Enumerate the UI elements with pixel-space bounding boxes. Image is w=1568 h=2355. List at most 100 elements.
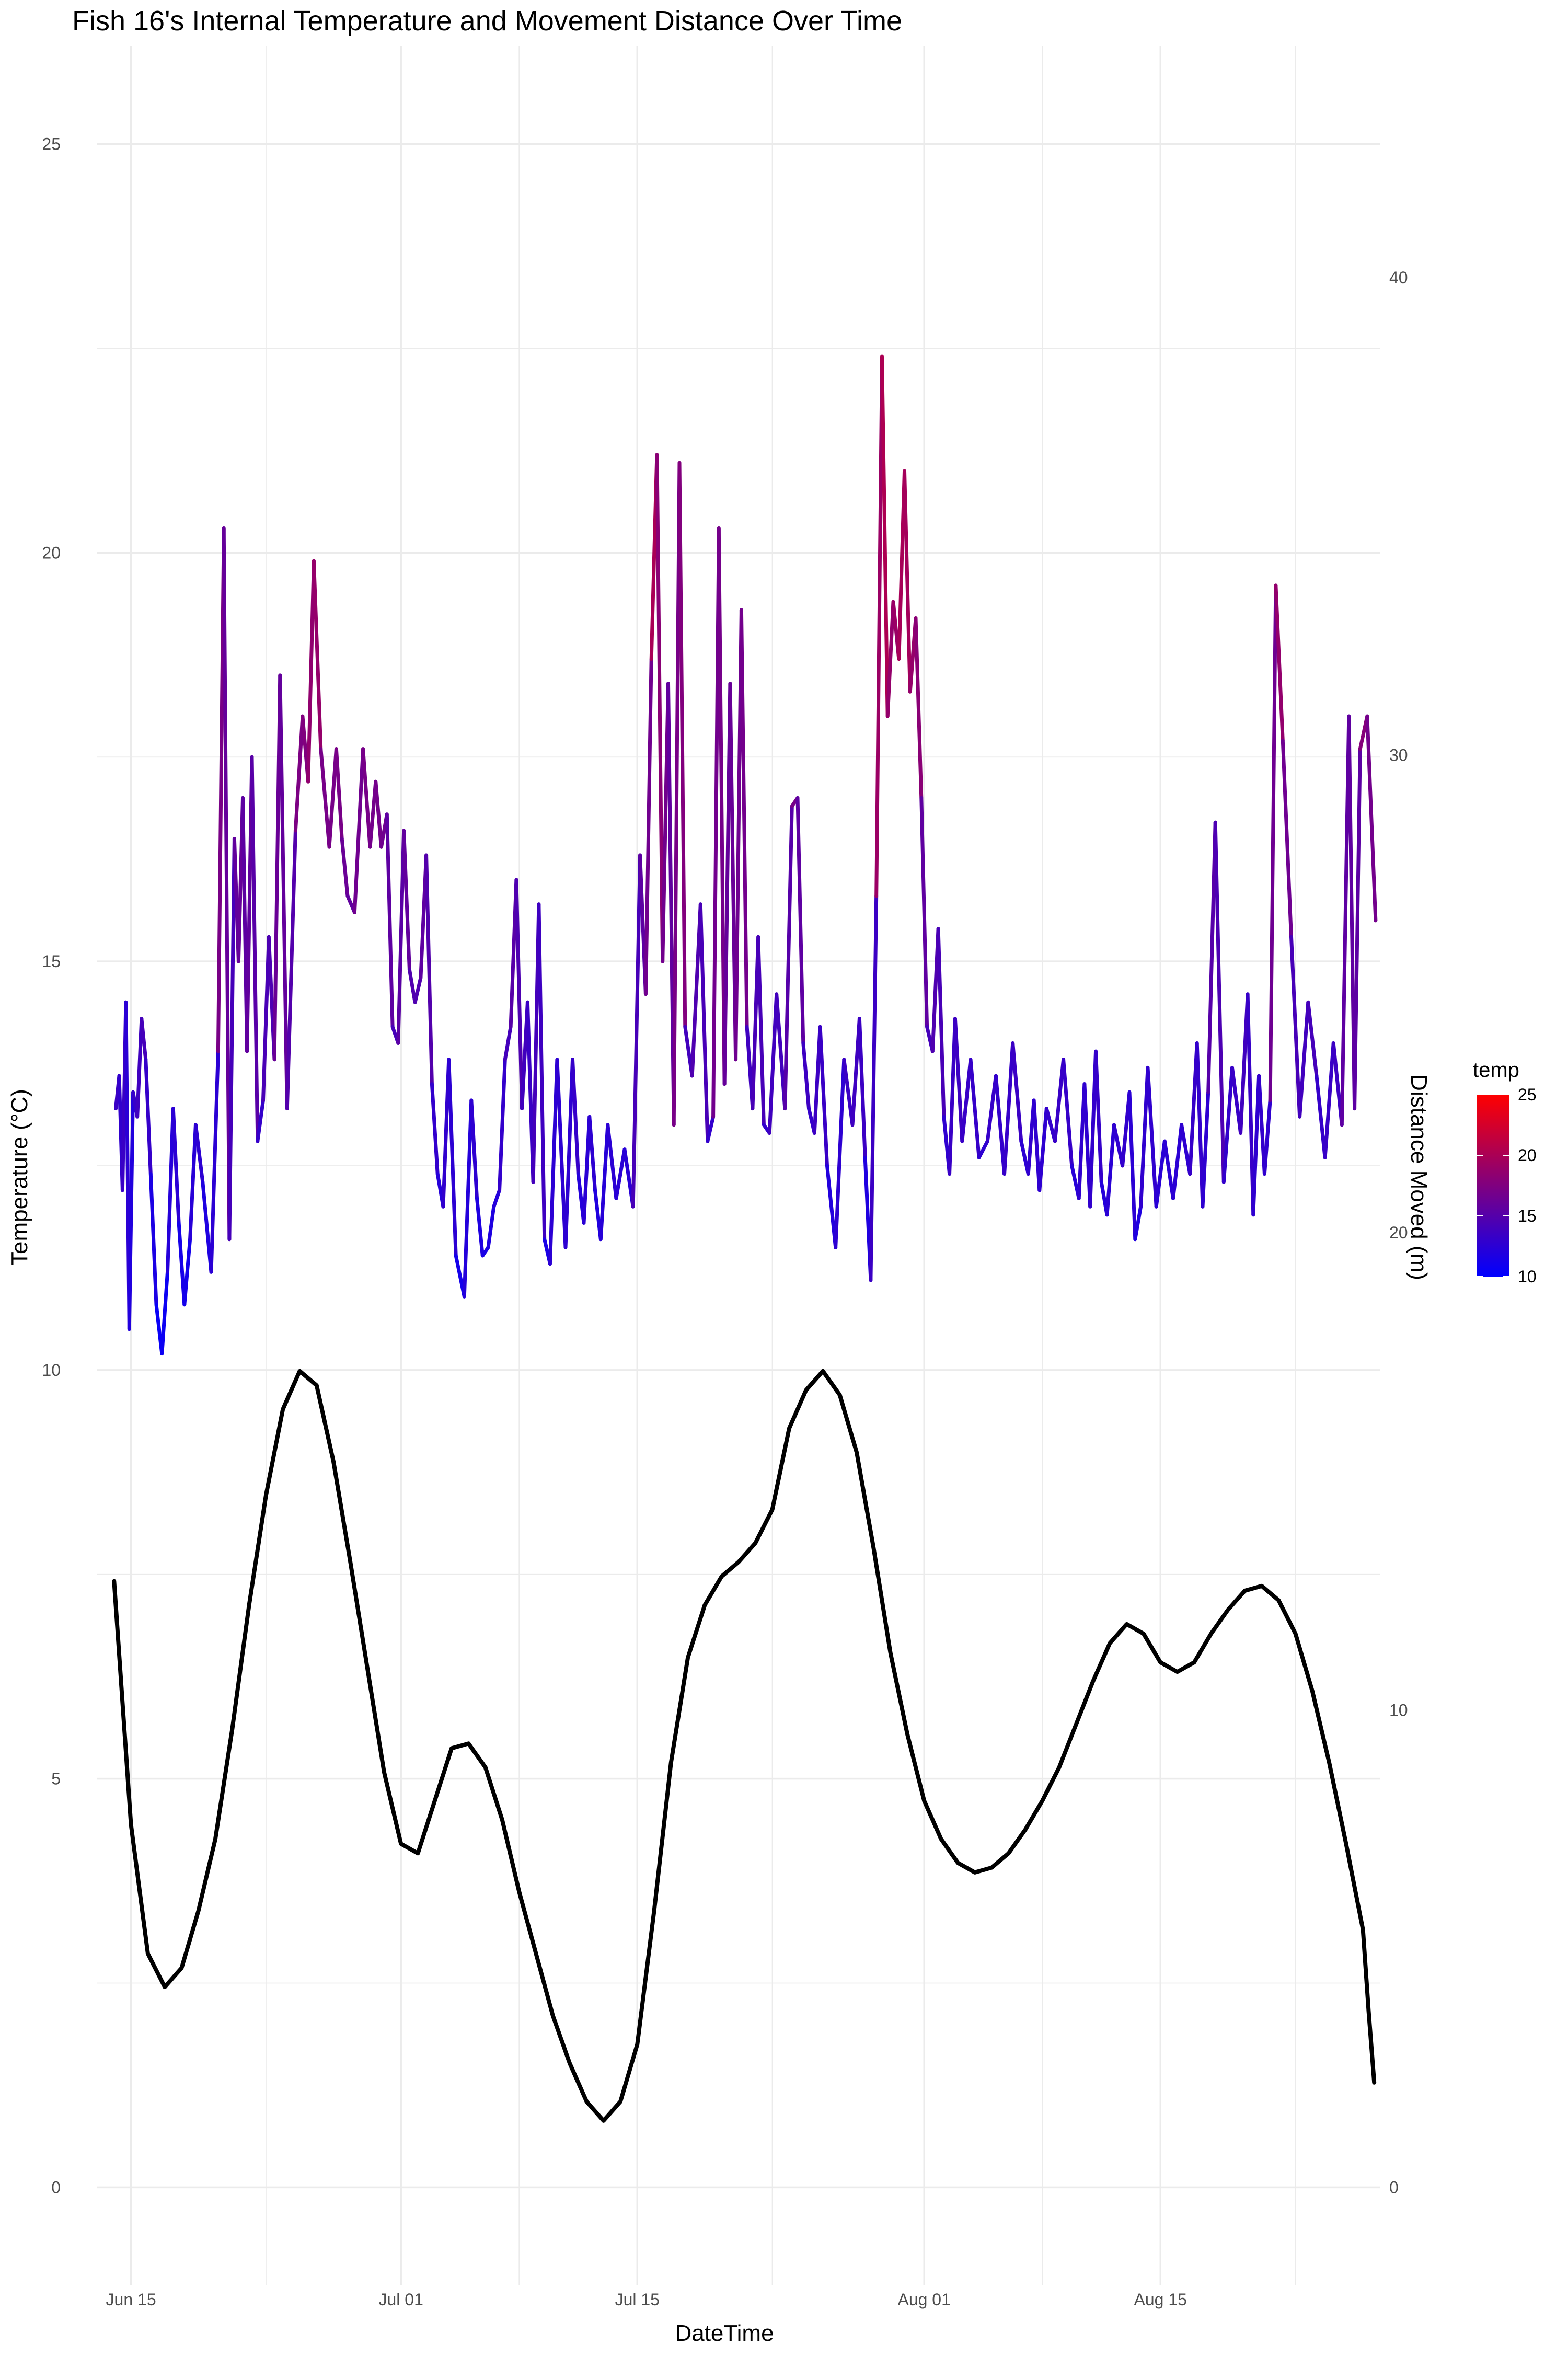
temperature-segment — [677, 461, 687, 1029]
x-tick-label: Jun 15 — [106, 2290, 156, 2309]
temperature-segment — [985, 1074, 998, 1143]
temperature-segment — [850, 1017, 861, 1127]
temperature-segment — [374, 779, 383, 849]
temperature-segment — [655, 453, 665, 963]
temperature-segment — [396, 829, 406, 1045]
temperature-segment — [361, 747, 372, 849]
temperature-segment — [201, 1180, 213, 1274]
temperature-segment — [874, 354, 884, 898]
temperature-segment — [319, 747, 331, 849]
temperature-segment — [734, 608, 743, 1062]
x-tick-label: Aug 15 — [1134, 2290, 1187, 2309]
y2-tick-label: 40 — [1389, 268, 1408, 287]
temperature-segment — [1011, 1041, 1023, 1143]
temperature-segment — [582, 1115, 592, 1225]
temperature-segment — [209, 1049, 220, 1274]
temperature-segment — [1201, 1090, 1210, 1209]
temperature-segment — [960, 1058, 973, 1143]
temperature-segment — [227, 837, 236, 1242]
y2-axis-title: Distance Moved (m) — [1406, 1074, 1432, 1280]
temperature-segment — [1002, 1041, 1015, 1176]
temperature-segment — [598, 1123, 610, 1242]
temperature-segment — [919, 796, 929, 1029]
temperature-segment — [606, 1123, 618, 1200]
temperature-segment — [722, 682, 732, 1086]
temperature-segment — [936, 927, 946, 1119]
temperature-segment — [135, 1017, 144, 1119]
temperature-segment — [402, 829, 411, 972]
temperature-segment — [368, 779, 378, 849]
temperature-segment — [1347, 714, 1357, 1111]
temperature-segment — [1171, 1123, 1184, 1200]
temperature-segment — [1105, 1123, 1116, 1217]
temperature-segment — [775, 992, 787, 1111]
x-tick-label: Jul 15 — [615, 2290, 660, 2309]
temperature-segment — [857, 1017, 867, 1159]
temperature-segment — [1306, 1000, 1319, 1078]
legend-tick-label: 25 — [1518, 1085, 1537, 1104]
temperature-segment — [563, 1058, 574, 1249]
temperature-segment — [739, 608, 749, 1029]
temperature-segment — [795, 796, 805, 1045]
temperature-segment — [1365, 714, 1378, 923]
temperature-segment — [222, 526, 232, 1242]
y-tick-label: 5 — [51, 1770, 61, 1788]
distance-series — [112, 1369, 1377, 2123]
temperature-segment — [503, 1025, 513, 1062]
temperature-segment — [812, 1025, 822, 1135]
temperature-segment — [1213, 820, 1226, 1184]
y-tick-label: 25 — [42, 135, 61, 154]
temperature-segment — [144, 1058, 153, 1176]
temperature-segment — [424, 853, 434, 1086]
temperature-segment — [272, 673, 282, 1062]
y-tick-label: 20 — [42, 543, 61, 562]
temperature-segment — [306, 559, 316, 784]
temperature-segment — [571, 1058, 580, 1176]
temperature-segment — [166, 1107, 175, 1274]
y-tick-label: 15 — [42, 952, 61, 971]
legend-title: temp — [1473, 1059, 1519, 1082]
temperature-segment — [1230, 1065, 1243, 1135]
temperature-segment — [555, 1058, 568, 1249]
y2-tick-label: 0 — [1389, 2178, 1399, 2197]
temperature-segment — [1323, 1041, 1335, 1159]
y2-tick-label: 20 — [1389, 1223, 1408, 1242]
left-axis-ticks: 0 5 10 15 20 25 — [42, 135, 61, 2197]
temperature-segment — [953, 1017, 964, 1143]
temperature-segment — [188, 1123, 198, 1242]
temperature-segment — [514, 878, 524, 1111]
temperature-segment — [334, 747, 344, 841]
temperature-segment — [1133, 1204, 1143, 1242]
temperature-segment — [1053, 1058, 1066, 1143]
temperature-segment — [1062, 1058, 1074, 1168]
temperature-segment — [698, 902, 710, 1143]
temperature-segment — [537, 902, 547, 1242]
temperature-segment — [1340, 714, 1351, 1127]
temperature-segment — [385, 812, 395, 1029]
temperature-segment — [148, 1172, 158, 1307]
temperature-segment — [1268, 583, 1278, 1102]
temperature-segment — [177, 1221, 187, 1307]
temperature-segment — [587, 1115, 597, 1192]
temperature-segment — [475, 1197, 485, 1258]
temperature-segment — [1221, 1065, 1234, 1184]
temperature-segment — [407, 968, 417, 1004]
temperature-segment — [261, 935, 271, 1102]
temperature-segment — [312, 559, 323, 751]
temperature-segment — [1154, 1139, 1167, 1209]
legend: temp 10 15 20 25 — [1473, 1059, 1537, 1286]
temperature-segment — [182, 1237, 192, 1307]
temperature-segment — [1127, 1090, 1137, 1242]
legend-tick-label: 10 — [1518, 1267, 1537, 1286]
temperature-segment — [706, 1115, 716, 1143]
temperature-segment — [140, 1017, 148, 1062]
x-axis-title: DateTime — [675, 2320, 774, 2346]
temperature-segment — [903, 469, 912, 694]
temperature-segment — [340, 837, 350, 898]
temperature-segment — [1298, 1000, 1310, 1119]
temperature-segment — [160, 1270, 169, 1356]
temperature-segment — [1146, 1065, 1158, 1209]
temperature-segment — [1353, 747, 1362, 1111]
temperature-series — [114, 354, 1378, 1356]
